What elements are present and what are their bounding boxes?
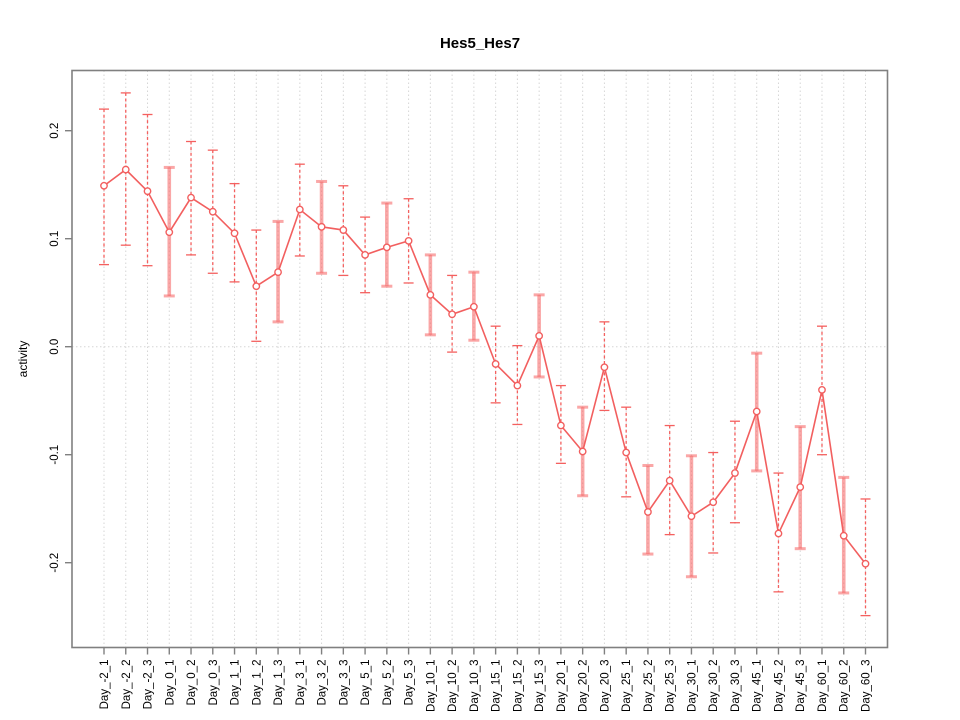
y-tick-label: -0.2	[49, 553, 61, 573]
data-point	[361, 250, 369, 259]
x-tick-label: Day_1_1	[230, 660, 242, 706]
data-point	[317, 222, 326, 231]
series-line	[103, 168, 867, 565]
data-point	[839, 531, 848, 540]
data-point	[644, 508, 652, 516]
chart-title: Hes5_Hes7	[440, 35, 520, 52]
data-point	[709, 498, 718, 507]
y-tick-label: 0.2	[49, 123, 61, 139]
x-tick-label: Day_3_2	[317, 660, 329, 706]
data-point	[100, 181, 108, 190]
x-tick-label: Day_-2_3	[143, 660, 155, 710]
data-point	[557, 421, 565, 430]
x-tick-label: Day_0_1	[164, 660, 176, 706]
data-point	[187, 193, 195, 202]
x-tick-label: Day_5_1	[360, 660, 372, 706]
data-point	[252, 282, 261, 291]
plot-area: 0.2 0.1 0.0 -0.1 -0.2 Day_-2_1 Day_-2_2 Day_-2_…	[49, 69, 889, 712]
x-tick-label: Day_1_3	[273, 660, 285, 706]
plot-frame	[71, 69, 889, 649]
x-tick-label: Day_0_2	[186, 660, 198, 706]
data-point	[752, 407, 761, 416]
x-tick-label: Day_60_2	[839, 660, 851, 712]
data-point	[121, 165, 130, 174]
data-point	[600, 363, 609, 372]
y-axis-label: activity	[16, 341, 30, 378]
data-point	[535, 331, 544, 340]
x-tick-label: Day_20_3	[599, 660, 611, 712]
data-point	[491, 360, 500, 368]
x-tick-label: Day_45_2	[773, 660, 785, 712]
y-tick-label: 0.1	[49, 231, 61, 247]
x-tick-label: Day_5_3	[404, 660, 416, 706]
x-tick-label: Day_45_1	[752, 660, 764, 712]
data-point	[818, 385, 826, 394]
x-tick-label: Day_30_2	[708, 660, 720, 712]
x-tick-label: Day_45_3	[795, 660, 807, 712]
data-point	[861, 559, 870, 568]
data-point	[382, 243, 391, 252]
x-tick-label: Day_-2_1	[99, 660, 111, 710]
data-point	[665, 476, 674, 485]
data-point	[796, 483, 805, 491]
x-tick-label: Day_10_1	[425, 660, 437, 712]
x-tick-label: Day_30_1	[686, 660, 698, 712]
x-tick-label: Day_20_2	[578, 660, 590, 712]
data-point	[513, 381, 522, 390]
x-tick-label: Day_60_3	[861, 660, 873, 712]
x-tick-label: Day_10_2	[447, 660, 459, 712]
x-tick-label: Day_-2_2	[121, 660, 133, 710]
x-tick-label: Day_10_3	[469, 660, 481, 712]
data-point	[578, 447, 587, 456]
x-tick-label: Day_20_1	[556, 660, 568, 712]
x-tick-label: Day_25_3	[665, 660, 677, 712]
data-point	[230, 229, 239, 238]
data-point	[448, 310, 457, 319]
data-point	[295, 205, 304, 214]
x-tick-label: Day_3_1	[295, 660, 307, 706]
x-tick-label: Day_15_2	[512, 660, 524, 712]
data-point	[622, 448, 631, 457]
data-point	[339, 226, 348, 234]
x-tick-label: Day_1_2	[251, 660, 263, 706]
data-point	[426, 290, 435, 299]
data-point	[165, 228, 174, 237]
x-tick-label: Day_15_1	[491, 660, 503, 712]
data-point	[143, 187, 152, 196]
data-point	[687, 512, 696, 521]
x-tick-label: Day_25_1	[621, 660, 633, 712]
data-point	[274, 268, 282, 277]
data-point	[731, 469, 739, 477]
x-tick-label: Day_15_3	[534, 660, 546, 712]
x-tick-label: Day_60_1	[817, 660, 829, 712]
y-tick-label: 0.0	[49, 339, 61, 355]
x-tick-label: Day_30_3	[730, 660, 742, 712]
x-tick-label: Day_5_2	[382, 660, 394, 706]
x-tick-label: Day_0_3	[208, 660, 220, 706]
data-point	[469, 302, 478, 311]
data-point	[404, 236, 413, 245]
y-tick-label: -0.1	[49, 445, 61, 465]
x-tick-label: Day_3_3	[338, 660, 350, 706]
data-point	[774, 529, 783, 538]
x-tick-label: Day_25_2	[643, 660, 655, 712]
data-point	[208, 207, 217, 216]
